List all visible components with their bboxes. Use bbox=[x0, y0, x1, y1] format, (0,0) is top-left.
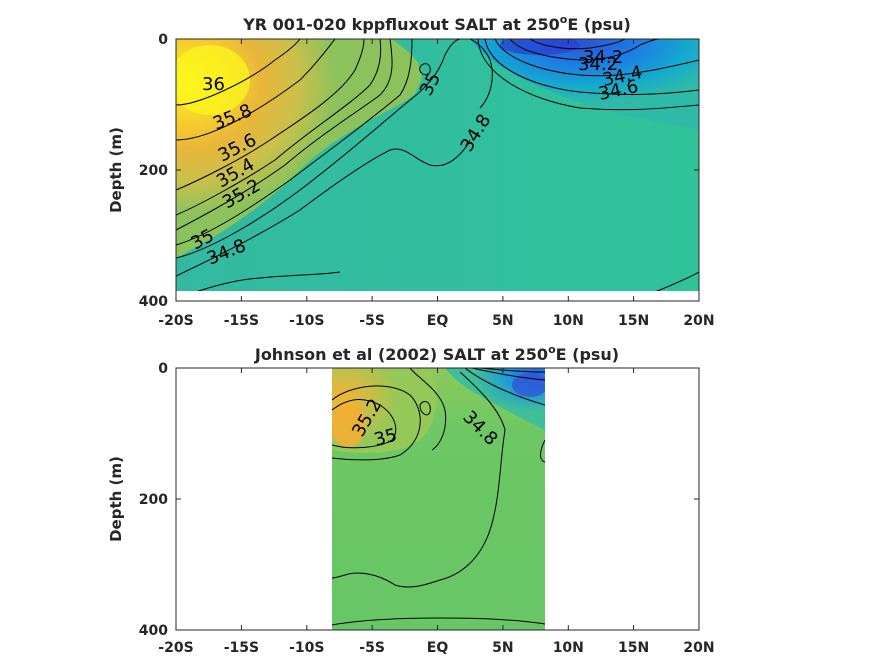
bottom-panel-field bbox=[332, 368, 545, 630]
x-tick-label: 20N bbox=[683, 313, 714, 329]
y-tick-label: 400 bbox=[139, 294, 168, 310]
x-tick-label: -10S bbox=[289, 640, 324, 656]
x-tick-label: EQ bbox=[427, 313, 449, 329]
bottom-panel-ticks bbox=[175, 367, 700, 631]
x-tick-label: -20S bbox=[158, 313, 193, 329]
bottom-panel: Johnson et al (2002) SALT at 250oE (psu)… bbox=[107, 343, 715, 656]
contour-label: 34.2 bbox=[583, 47, 623, 68]
top-y-axis-label: Depth (m) bbox=[107, 127, 125, 213]
bottom-y-tick-labels: 0 200 400 bbox=[139, 361, 168, 639]
y-tick-label: 0 bbox=[158, 32, 168, 48]
contour-label: 36 bbox=[202, 74, 225, 95]
top-panel: YR 001-020 kppfluxout SALT at 250oE (psu… bbox=[107, 13, 715, 329]
x-tick-label: 5N bbox=[492, 313, 513, 329]
x-tick-label: -5S bbox=[359, 640, 385, 656]
x-tick-label: 15N bbox=[618, 313, 649, 329]
bottom-panel-contours bbox=[332, 368, 545, 626]
x-tick-label: 15N bbox=[618, 640, 649, 656]
x-tick-label: -15S bbox=[224, 640, 259, 656]
top-x-tick-labels: -20S -15S -10S -5S EQ 5N 10N 15N 20N bbox=[158, 313, 714, 329]
x-tick-label: -15S bbox=[224, 313, 259, 329]
x-tick-label: 5N bbox=[492, 640, 513, 656]
x-tick-label: 10N bbox=[553, 313, 584, 329]
bottom-y-axis-label: Depth (m) bbox=[107, 456, 125, 542]
x-tick-label: 10N bbox=[553, 640, 584, 656]
y-tick-label: 200 bbox=[139, 163, 168, 179]
top-panel-ticks bbox=[175, 38, 700, 302]
x-tick-label: -20S bbox=[158, 640, 193, 656]
x-tick-label: -5S bbox=[359, 313, 385, 329]
top-panel-title: YR 001-020 kppfluxout SALT at 250oE (psu… bbox=[242, 13, 631, 34]
y-tick-label: 200 bbox=[139, 492, 168, 508]
top-y-tick-labels: 0 200 400 bbox=[139, 32, 168, 310]
y-tick-label: 0 bbox=[158, 361, 168, 377]
y-tick-label: 400 bbox=[139, 623, 168, 639]
top-panel-contours bbox=[176, 39, 699, 291]
contour-label: 34.2 bbox=[578, 54, 618, 75]
x-tick-label: 20N bbox=[683, 640, 714, 656]
bottom-panel-title: Johnson et al (2002) SALT at 250oE (psu) bbox=[254, 343, 619, 364]
top-panel-field bbox=[176, 39, 699, 291]
x-tick-label: EQ bbox=[427, 640, 449, 656]
bottom-x-tick-labels: -20S -15S -10S -5S EQ 5N 10N 15N 20N bbox=[158, 640, 714, 656]
x-tick-label: -10S bbox=[289, 313, 324, 329]
